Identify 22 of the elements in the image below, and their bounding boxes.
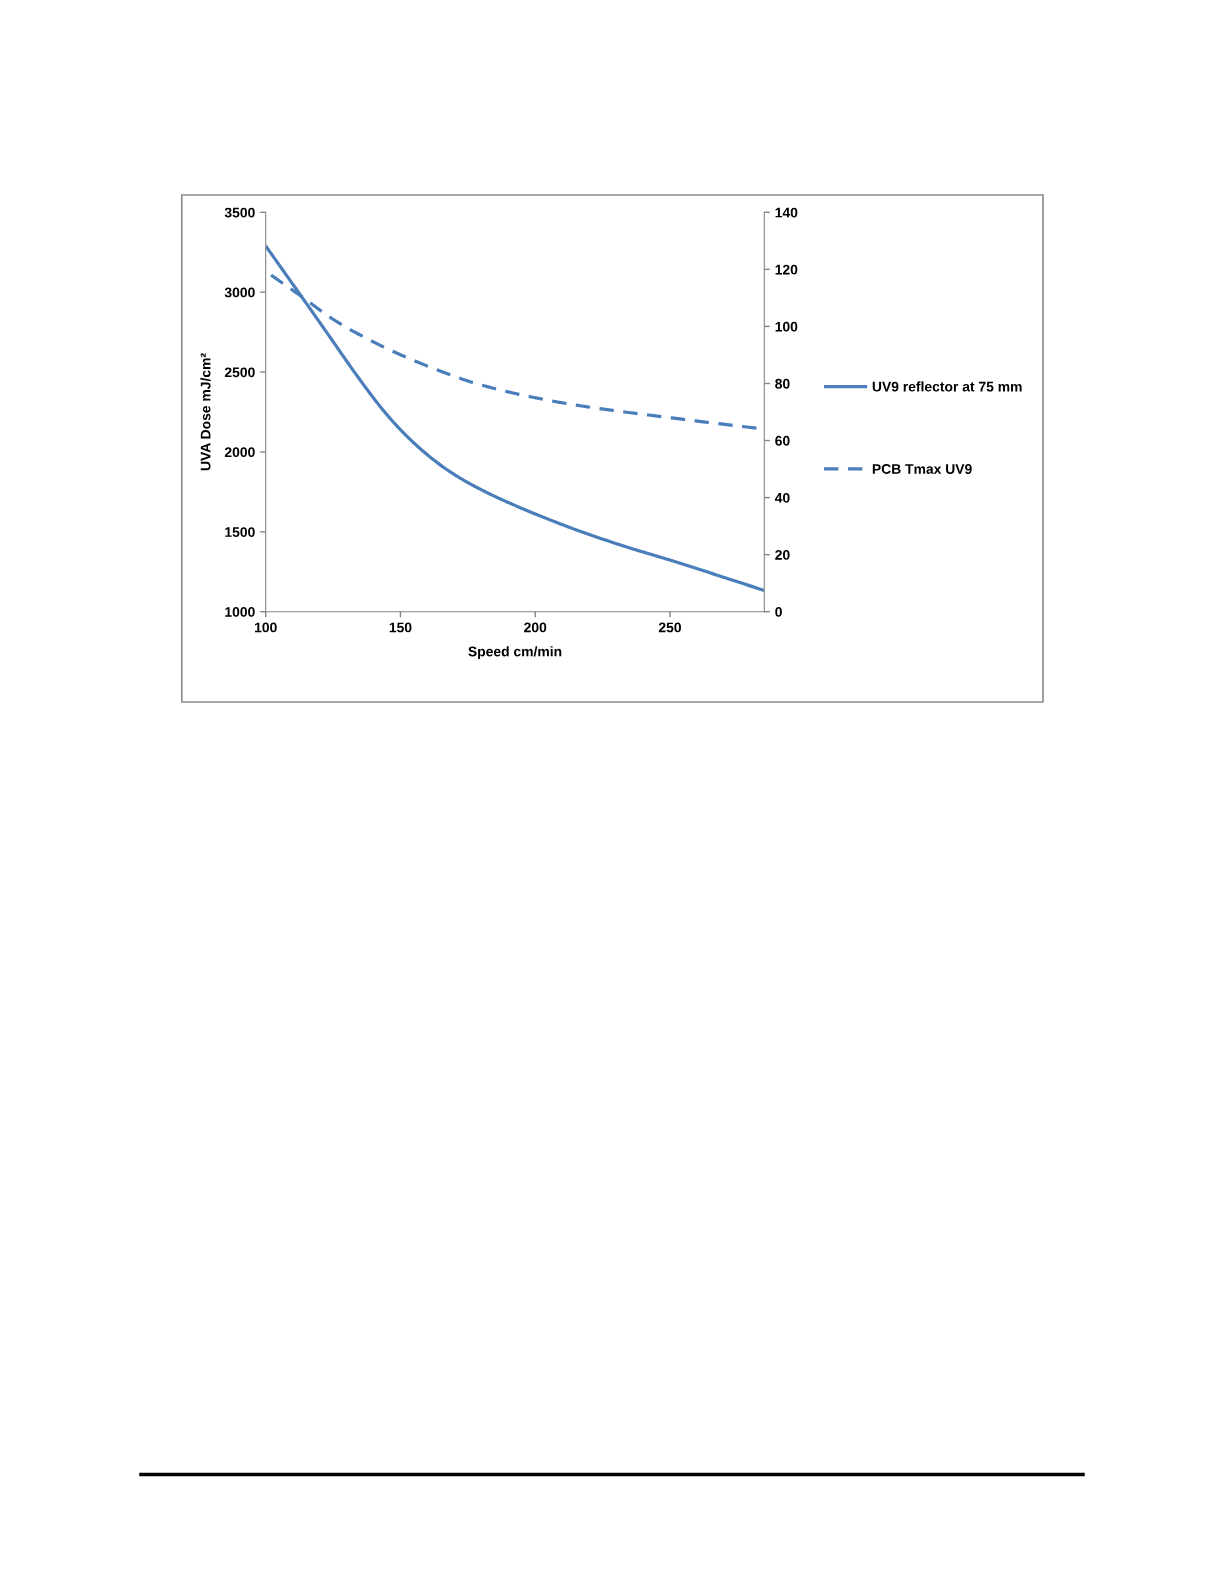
x-tick-label: 250 xyxy=(658,622,681,633)
y2-tick-label: 40 xyxy=(774,492,790,503)
y-tick-label: 1000 xyxy=(225,607,255,617)
y2-tick-label: 0 xyxy=(775,607,782,617)
legend-label: PCB Tmax UV9 xyxy=(872,464,972,474)
y-axis-title: UVA Dose mJ/cm² xyxy=(200,353,211,471)
y2-tick-label: 60 xyxy=(775,435,790,446)
y2-tick-label: 20 xyxy=(775,549,790,560)
x-tick-label: 200 xyxy=(524,622,547,633)
x-tick-label: 100 xyxy=(254,622,277,633)
y2-tick-label: 80 xyxy=(775,378,790,389)
x-tick-label: 150 xyxy=(389,622,412,633)
y-tick-label: 3000 xyxy=(224,287,255,298)
y2-tick-label: 120 xyxy=(775,264,798,275)
y-tick-label: 2500 xyxy=(224,367,255,378)
x-axis-title: Speed cm/min xyxy=(468,646,562,660)
y-tick-label: 3500 xyxy=(224,207,255,218)
y-tick-label: 1500 xyxy=(225,527,255,537)
y2-tick-label: 100 xyxy=(775,321,798,332)
y2-tick-label: 140 xyxy=(775,207,798,218)
y-tick-label: 2000 xyxy=(224,447,255,458)
legend-label: UV9 reflector at 75 mm xyxy=(872,381,1022,392)
